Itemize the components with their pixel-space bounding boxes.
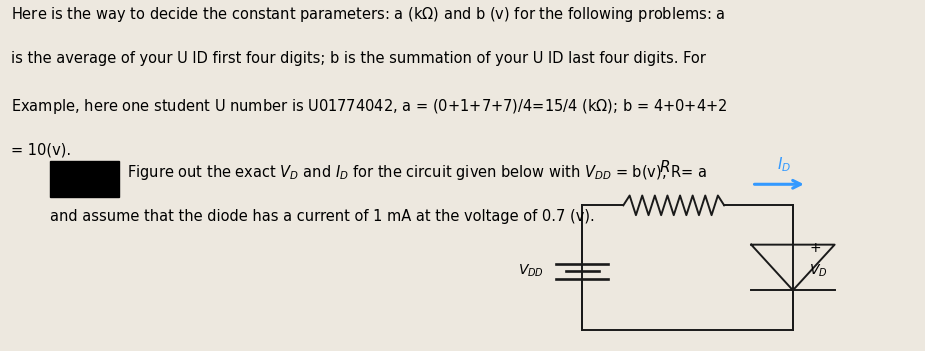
Text: $V_D$: $V_D$: [809, 263, 828, 279]
Text: $I_D$: $I_D$: [777, 155, 791, 174]
Text: $V_{DD}$: $V_{DD}$: [518, 263, 544, 279]
Bar: [51, 161, 119, 197]
Text: = 10(v).: = 10(v).: [11, 142, 71, 157]
Text: +: +: [809, 241, 821, 255]
Text: is the average of your U ID first four digits; b is the summation of your U ID l: is the average of your U ID first four d…: [11, 51, 706, 66]
Text: and assume that the diode has a current of 1 mA at the voltage of 0.7 (v).: and assume that the diode has a current …: [51, 209, 595, 224]
Text: $R$: $R$: [659, 159, 671, 176]
Text: Example, here one student U number is U01774042, a = (0+1+7+7)/4=15/4 (k$\Omega$: Example, here one student U number is U0…: [11, 97, 728, 115]
Text: Figure out the exact $V_D$ and $I_D$ for the circuit given below with $V_{DD}$ =: Figure out the exact $V_D$ and $I_D$ for…: [127, 163, 707, 182]
Text: Here is the way to decide the constant parameters: a (k$\Omega$) and b (v) for t: Here is the way to decide the constant p…: [11, 5, 725, 24]
